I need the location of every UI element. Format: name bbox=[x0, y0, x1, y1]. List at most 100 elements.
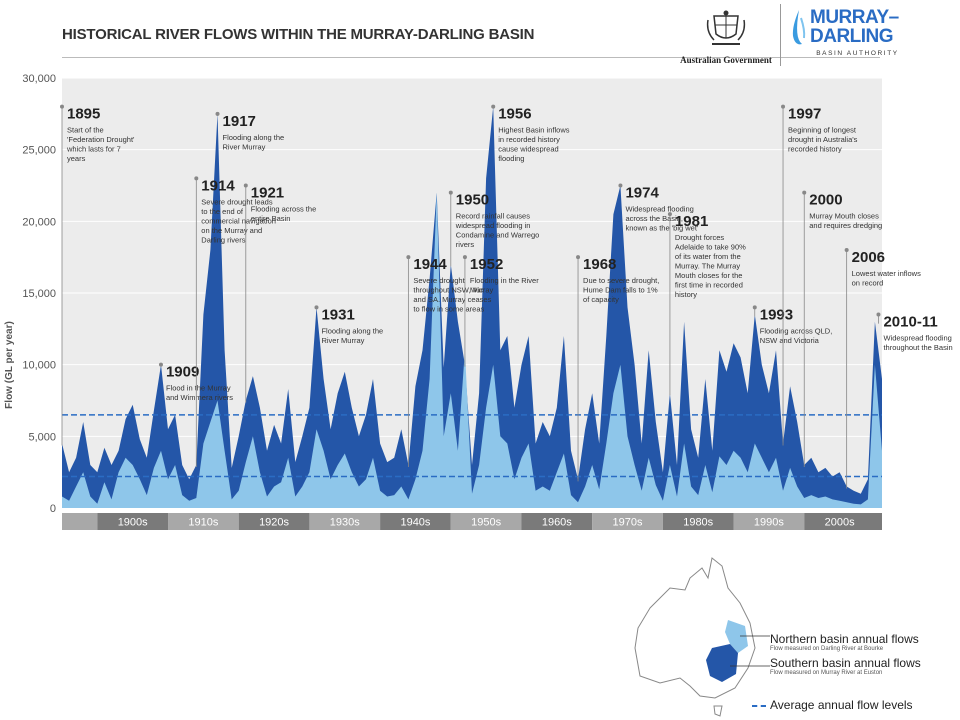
annotation-year: 1993 bbox=[760, 306, 793, 323]
annotation-year: 1981 bbox=[675, 213, 708, 230]
y-tick-label: 20,000 bbox=[22, 216, 56, 228]
legend-southern-sub: Flow measured on Murray River at Euston bbox=[770, 670, 883, 676]
coat-of-arms-icon bbox=[706, 10, 746, 45]
y-axis-label: Flow (GL per year) bbox=[4, 321, 15, 409]
tasmania-outline bbox=[713, 705, 723, 717]
legend-item-average: Average annual flow levels bbox=[752, 698, 913, 712]
annotation-text: Flood in the Murray and Wimmera rivers bbox=[166, 384, 233, 403]
annotation-dot bbox=[667, 212, 672, 217]
annotation-year: 2006 bbox=[852, 249, 885, 266]
mdba-logo: MURRAY– DARLING BASIN AUTHORITY bbox=[790, 8, 899, 57]
legend: Northern basin annual flows Flow measure… bbox=[770, 632, 921, 680]
annotation-year: 1917 bbox=[223, 113, 256, 130]
annotation-text: Lowest water inflows on record bbox=[852, 269, 921, 288]
annotation-text: Widespread flooding throughout the Basin bbox=[883, 334, 952, 353]
annotation-year: 1950 bbox=[456, 192, 489, 209]
annotation-dot bbox=[618, 183, 623, 188]
flow-chart: 0 5,000 10,000 15,000 20,000 25,000 30,000 190… bbox=[4, 73, 953, 530]
annotation-dot bbox=[194, 176, 199, 181]
logo-divider bbox=[780, 4, 781, 66]
y-tick-label: 10,000 bbox=[22, 360, 56, 372]
annotation-dot bbox=[215, 111, 220, 116]
annotation-text: Widespread flooding across the Basin, know… bbox=[625, 205, 698, 233]
decade-label: 1990s bbox=[754, 517, 784, 529]
decade-segment bbox=[592, 513, 663, 530]
decade-segment bbox=[380, 513, 451, 530]
decade-segment bbox=[733, 513, 805, 530]
annotation-dot bbox=[781, 104, 786, 109]
decade-segment bbox=[804, 513, 882, 530]
decade-label: 1940s bbox=[400, 517, 430, 529]
annotation-year: 1895 bbox=[67, 106, 100, 123]
decade-label: 1980s bbox=[683, 517, 713, 529]
decade-label: 1970s bbox=[613, 517, 643, 529]
annotation-dot bbox=[876, 312, 881, 317]
legend-northern-label: Northern basin annual flows bbox=[770, 632, 919, 646]
water-drop-icon bbox=[792, 10, 806, 45]
annotation-dot bbox=[462, 255, 467, 260]
y-tick-label: 15,000 bbox=[22, 288, 56, 300]
mdba-name-line2: DARLING bbox=[810, 26, 894, 47]
annotation-text: Flooding in the River Murray bbox=[470, 276, 539, 295]
annotation-text: Severe drought leads to the end of commerc… bbox=[201, 197, 276, 244]
annotation-dot bbox=[491, 104, 496, 109]
annotation-dot bbox=[802, 190, 807, 195]
decade-label: 1950s bbox=[471, 517, 501, 529]
annotation-year: 1968 bbox=[583, 256, 616, 273]
y-tick-label: 25,000 bbox=[22, 145, 56, 157]
decade-segment bbox=[662, 513, 734, 530]
annotation-dot bbox=[314, 305, 319, 310]
annotation-year: 1921 bbox=[251, 185, 284, 202]
decade-label: 2000s bbox=[825, 517, 855, 529]
annotation-dot bbox=[158, 362, 163, 367]
decade-label: 1960s bbox=[542, 517, 572, 529]
legend-southern-label: Southern basin annual flows bbox=[770, 656, 921, 670]
annotation-year: 2010-11 bbox=[883, 314, 937, 331]
annotation-text: Beginning of longest drought in Australia… bbox=[788, 126, 858, 154]
y-tick-label: 30,000 bbox=[22, 73, 56, 85]
annotation-text: Flooding across the entire Basin bbox=[251, 205, 316, 224]
legend-average-label: Average annual flow levels bbox=[770, 698, 913, 712]
legend-item-southern: Southern basin annual flows Flow measure… bbox=[770, 656, 921, 676]
annotation-text: Flooding along the River Murray bbox=[321, 326, 383, 345]
chart-title: HISTORICAL RIVER FLOWS WITHIN THE MURRAY… bbox=[62, 26, 535, 43]
annotation-year: 1931 bbox=[321, 306, 354, 323]
annotation-dot bbox=[406, 255, 411, 260]
annotation-year: 2000 bbox=[809, 192, 842, 209]
annotation-year: 1997 bbox=[788, 106, 821, 123]
decade-label: 1910s bbox=[188, 517, 218, 529]
decade-label: 1900s bbox=[118, 517, 148, 529]
annotation-year: 1952 bbox=[470, 256, 503, 273]
mdba-name-line1: MURRAY– bbox=[810, 7, 899, 28]
decade-label: 1930s bbox=[330, 517, 360, 529]
australia-map bbox=[634, 557, 770, 717]
annotation-dot bbox=[60, 104, 64, 109]
annotation-text: Flooding along the River Murray bbox=[223, 133, 285, 152]
annotation-dot bbox=[752, 305, 757, 310]
legend-item-northern: Northern basin annual flows Flow measure… bbox=[770, 632, 921, 652]
header-divider bbox=[62, 57, 880, 58]
annotation-text: Due to severe drought, Hume Dam falls to … bbox=[583, 276, 659, 304]
annotation-year: 1974 bbox=[625, 185, 659, 202]
northern-basin-region bbox=[725, 620, 748, 653]
decade-segment bbox=[450, 513, 522, 530]
annotation-text: Murray Mouth closes and requires dredging bbox=[809, 212, 882, 231]
annotation-text: Flooding across QLD, NSW and Victoria bbox=[760, 326, 833, 345]
government-name: Australian Government bbox=[680, 55, 772, 65]
series-area-southern bbox=[62, 106, 882, 508]
decade-segment bbox=[238, 513, 310, 530]
annotation-text: Start of the 'Federation Drought' which la… bbox=[66, 126, 135, 163]
annotation-year: 1944 bbox=[413, 256, 447, 273]
annotation-dot bbox=[243, 183, 248, 188]
legend-northern-sub: Flow measured on Darling River at Bourke bbox=[770, 646, 884, 652]
decade-segment bbox=[309, 513, 381, 530]
annotation-text: Severe drought throughout NSW, Vic and SA.… bbox=[413, 276, 491, 314]
decade-segment bbox=[168, 513, 239, 530]
annotation-text: Record rainfall causes widespread floodin… bbox=[455, 212, 540, 250]
annotation-year: 1914 bbox=[201, 177, 235, 194]
decade-label: 1920s bbox=[259, 517, 289, 529]
mdba-subtitle: BASIN AUTHORITY bbox=[816, 50, 899, 57]
y-tick-label: 5,000 bbox=[28, 431, 56, 443]
annotation-dot bbox=[844, 248, 849, 252]
australian-government-logo: Australian Government bbox=[676, 10, 776, 65]
